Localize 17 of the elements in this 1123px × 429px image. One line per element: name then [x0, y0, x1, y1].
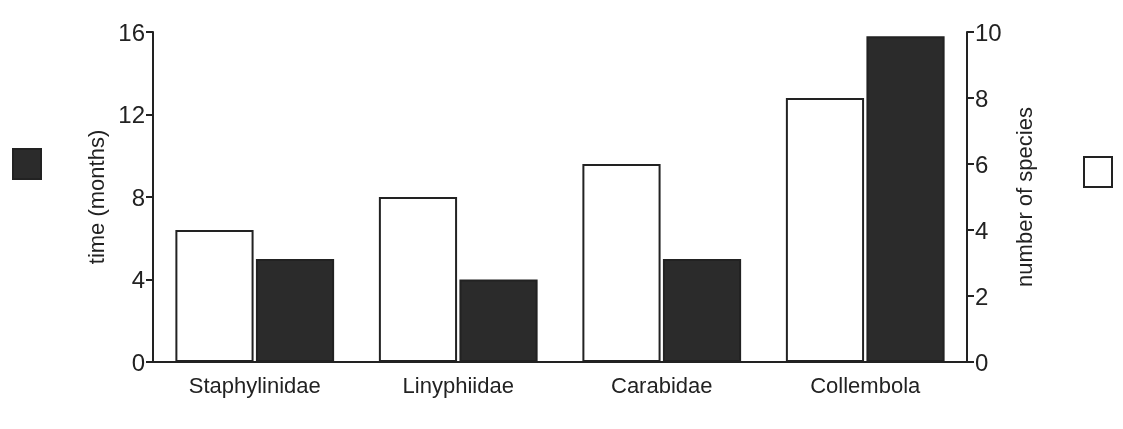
y2-tick-label: 2	[975, 282, 989, 310]
y2-tick-label: 8	[975, 84, 989, 112]
y2-tick-label: 4	[975, 216, 989, 244]
y2-tick-label: 10	[975, 18, 1002, 46]
y-tick-label: 8	[131, 183, 145, 211]
y2-axis-title: number of species	[1011, 107, 1037, 287]
x-tick-label: Staphylinidae	[188, 372, 321, 398]
y-tick-label: 4	[131, 266, 145, 293]
y-tick-label: 12	[118, 101, 145, 128]
x-tick-label: Collembola	[810, 372, 922, 398]
x-tick-label: Carabidae	[610, 372, 713, 398]
y2-tick-label: 6	[975, 150, 989, 178]
y-tick-label: 16	[118, 18, 145, 46]
y2-tick-label: 0	[975, 348, 989, 376]
x-tick-label: Linyphiidae	[402, 372, 514, 398]
y-axis-title: time (months)	[83, 129, 109, 265]
y-tick-label: 0	[131, 348, 145, 376]
